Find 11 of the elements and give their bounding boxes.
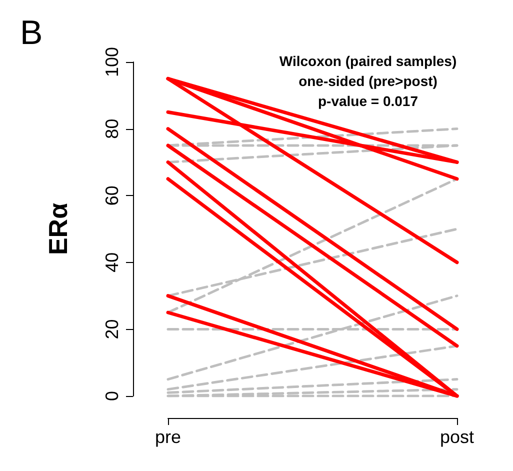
x-tick-label: post [440,427,474,447]
y-tick-label: 40 [102,252,122,272]
x-tick-label: pre [154,427,182,447]
y-tick-label: 0 [102,390,122,402]
y-tick-label: 20 [102,319,122,340]
text: Wilcoxon (paired samples) one-sided (pre>post) p-value = 0.017 [279,53,457,109]
y-axis-title: ERα [43,202,73,256]
y-tick-label: 60 [102,186,122,206]
y-tick-label: 100 [102,46,122,78]
text: B [20,14,43,52]
y-tick-label: 80 [102,118,122,139]
